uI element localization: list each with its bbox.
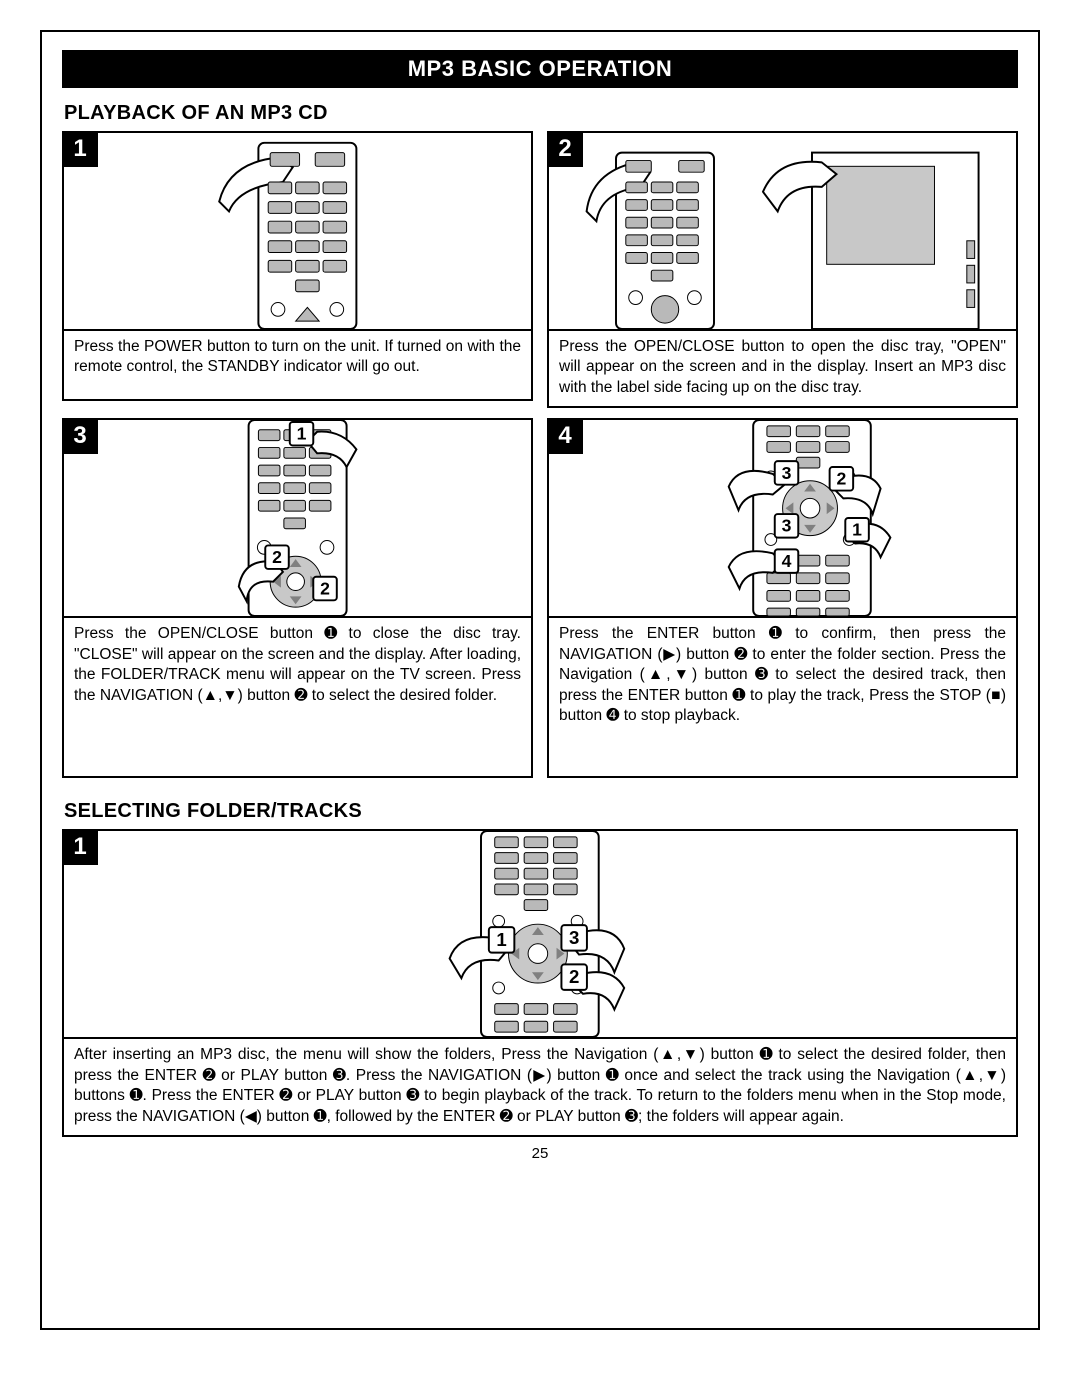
step4-caption: Press the ENTER button ➊ to confirm, the… xyxy=(547,618,1018,778)
step1-illustration: 1 xyxy=(62,131,533,331)
step3-caption: Press the OPEN/CLOSE button ➊ to close t… xyxy=(62,618,533,778)
manual-page: MP3 BASIC OPERATION PLAYBACK OF AN MP3 C… xyxy=(40,30,1040,1330)
svg-text:2: 2 xyxy=(320,579,330,599)
step2-number: 2 xyxy=(547,131,583,167)
step1-number: 1 xyxy=(62,131,98,167)
section2-illustration: 1 xyxy=(62,829,1018,1039)
remote-illustration-1 xyxy=(82,133,513,329)
svg-text:3: 3 xyxy=(782,516,792,536)
svg-text:2: 2 xyxy=(836,469,846,489)
svg-text:3: 3 xyxy=(782,463,792,483)
section2-heading: SELECTING FOLDER/TRACKS xyxy=(64,800,1018,823)
remote-and-unit-illustration xyxy=(567,133,998,329)
step2-caption: Press the OPEN/CLOSE button to open the … xyxy=(547,331,1018,408)
section1-heading: PLAYBACK OF AN MP3 CD xyxy=(64,102,1018,125)
svg-text:1: 1 xyxy=(497,929,507,950)
page-title-bar: MP3 BASIC OPERATION xyxy=(62,50,1018,88)
svg-text:2: 2 xyxy=(272,547,282,567)
remote-illustration-4: 3 2 3 1 4 xyxy=(567,420,998,616)
page-number: 25 xyxy=(62,1145,1018,1162)
section2-caption: After inserting an MP3 disc, the menu wi… xyxy=(62,1039,1018,1137)
svg-text:3: 3 xyxy=(569,927,579,948)
step2-illustration: 2 xyxy=(547,131,1018,331)
page-title: MP3 BASIC OPERATION xyxy=(408,56,673,81)
section2-step-number: 1 xyxy=(62,829,98,865)
svg-text:1: 1 xyxy=(297,424,307,444)
step1-caption: Press the POWER button to turn on the un… xyxy=(62,331,533,401)
step4-number: 4 xyxy=(547,418,583,454)
svg-text:2: 2 xyxy=(569,966,579,987)
steps-row-2: 3 xyxy=(62,418,1018,778)
svg-text:4: 4 xyxy=(782,551,792,571)
step3-illustration: 3 xyxy=(62,418,533,618)
remote-illustration-selecting: 1 3 2 xyxy=(69,831,1011,1037)
step3-number: 3 xyxy=(62,418,98,454)
section2-row: 1 xyxy=(62,829,1018,1137)
remote-illustration-3: 1 2 2 xyxy=(82,420,513,616)
step4-illustration: 4 xyxy=(547,418,1018,618)
steps-row-1: 1 xyxy=(62,131,1018,408)
svg-text:1: 1 xyxy=(852,520,862,540)
